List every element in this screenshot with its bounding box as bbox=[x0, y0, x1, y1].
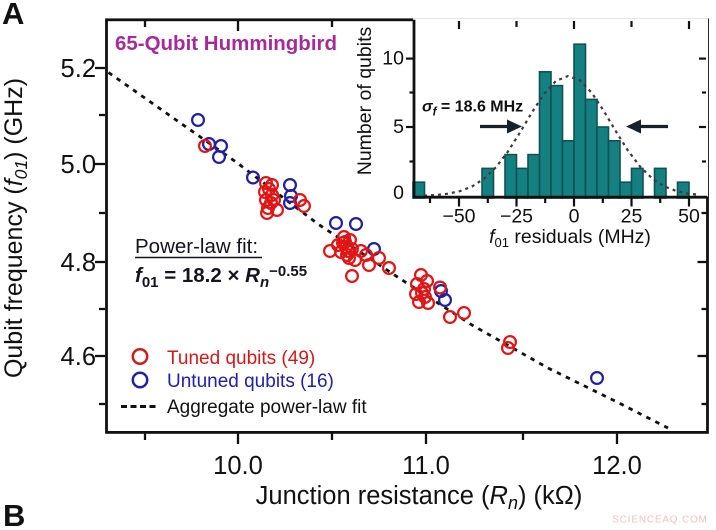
svg-text:25: 25 bbox=[621, 206, 643, 228]
svg-text:Number of qubits: Number of qubits bbox=[354, 27, 376, 176]
svg-text:Untuned qubits (16): Untuned qubits (16) bbox=[167, 371, 334, 392]
svg-text:Power-law fit:: Power-law fit: bbox=[135, 235, 258, 258]
svg-text:11.0: 11.0 bbox=[402, 452, 450, 480]
svg-text:Tuned qubits (49): Tuned qubits (49) bbox=[167, 348, 315, 369]
svg-text:4.8: 4.8 bbox=[61, 249, 96, 277]
svg-text:10.0: 10.0 bbox=[213, 452, 263, 480]
svg-text:f01 residuals (MHz): f01 residuals (MHz) bbox=[489, 226, 651, 250]
svg-text:Qubit frequency (f01) (GHz): Qubit frequency (f01) (GHz) bbox=[0, 78, 31, 378]
svg-text:A: A bbox=[2, 0, 24, 31]
svg-text:12.0: 12.0 bbox=[592, 452, 642, 480]
svg-text:Junction resistance (Rn) (kΩ): Junction resistance (Rn) (kΩ) bbox=[256, 482, 583, 513]
svg-text:B: B bbox=[3, 498, 25, 530]
svg-text:SCIENCEAQ.COM: SCIENCEAQ.COM bbox=[612, 515, 707, 526]
svg-text:4.6: 4.6 bbox=[61, 343, 96, 371]
svg-text:f01 = 18.2 × Rn−0.55: f01 = 18.2 × Rn−0.55 bbox=[135, 263, 307, 291]
svg-text:10: 10 bbox=[382, 48, 404, 70]
svg-text:−50: −50 bbox=[442, 206, 475, 228]
svg-text:5.0: 5.0 bbox=[61, 151, 96, 179]
svg-text:50: 50 bbox=[678, 206, 700, 228]
svg-text:−25: −25 bbox=[500, 206, 533, 228]
svg-text:0: 0 bbox=[393, 182, 404, 204]
svg-text:65-Qubit Hummingbird: 65-Qubit Hummingbird bbox=[115, 32, 337, 55]
svg-text:0: 0 bbox=[569, 206, 580, 228]
svg-text:σf = 18.6 MHz: σf = 18.6 MHz bbox=[422, 99, 523, 119]
svg-text:Aggregate power-law fit: Aggregate power-law fit bbox=[167, 397, 367, 418]
svg-text:5.2: 5.2 bbox=[61, 55, 96, 83]
svg-text:5: 5 bbox=[393, 116, 404, 138]
